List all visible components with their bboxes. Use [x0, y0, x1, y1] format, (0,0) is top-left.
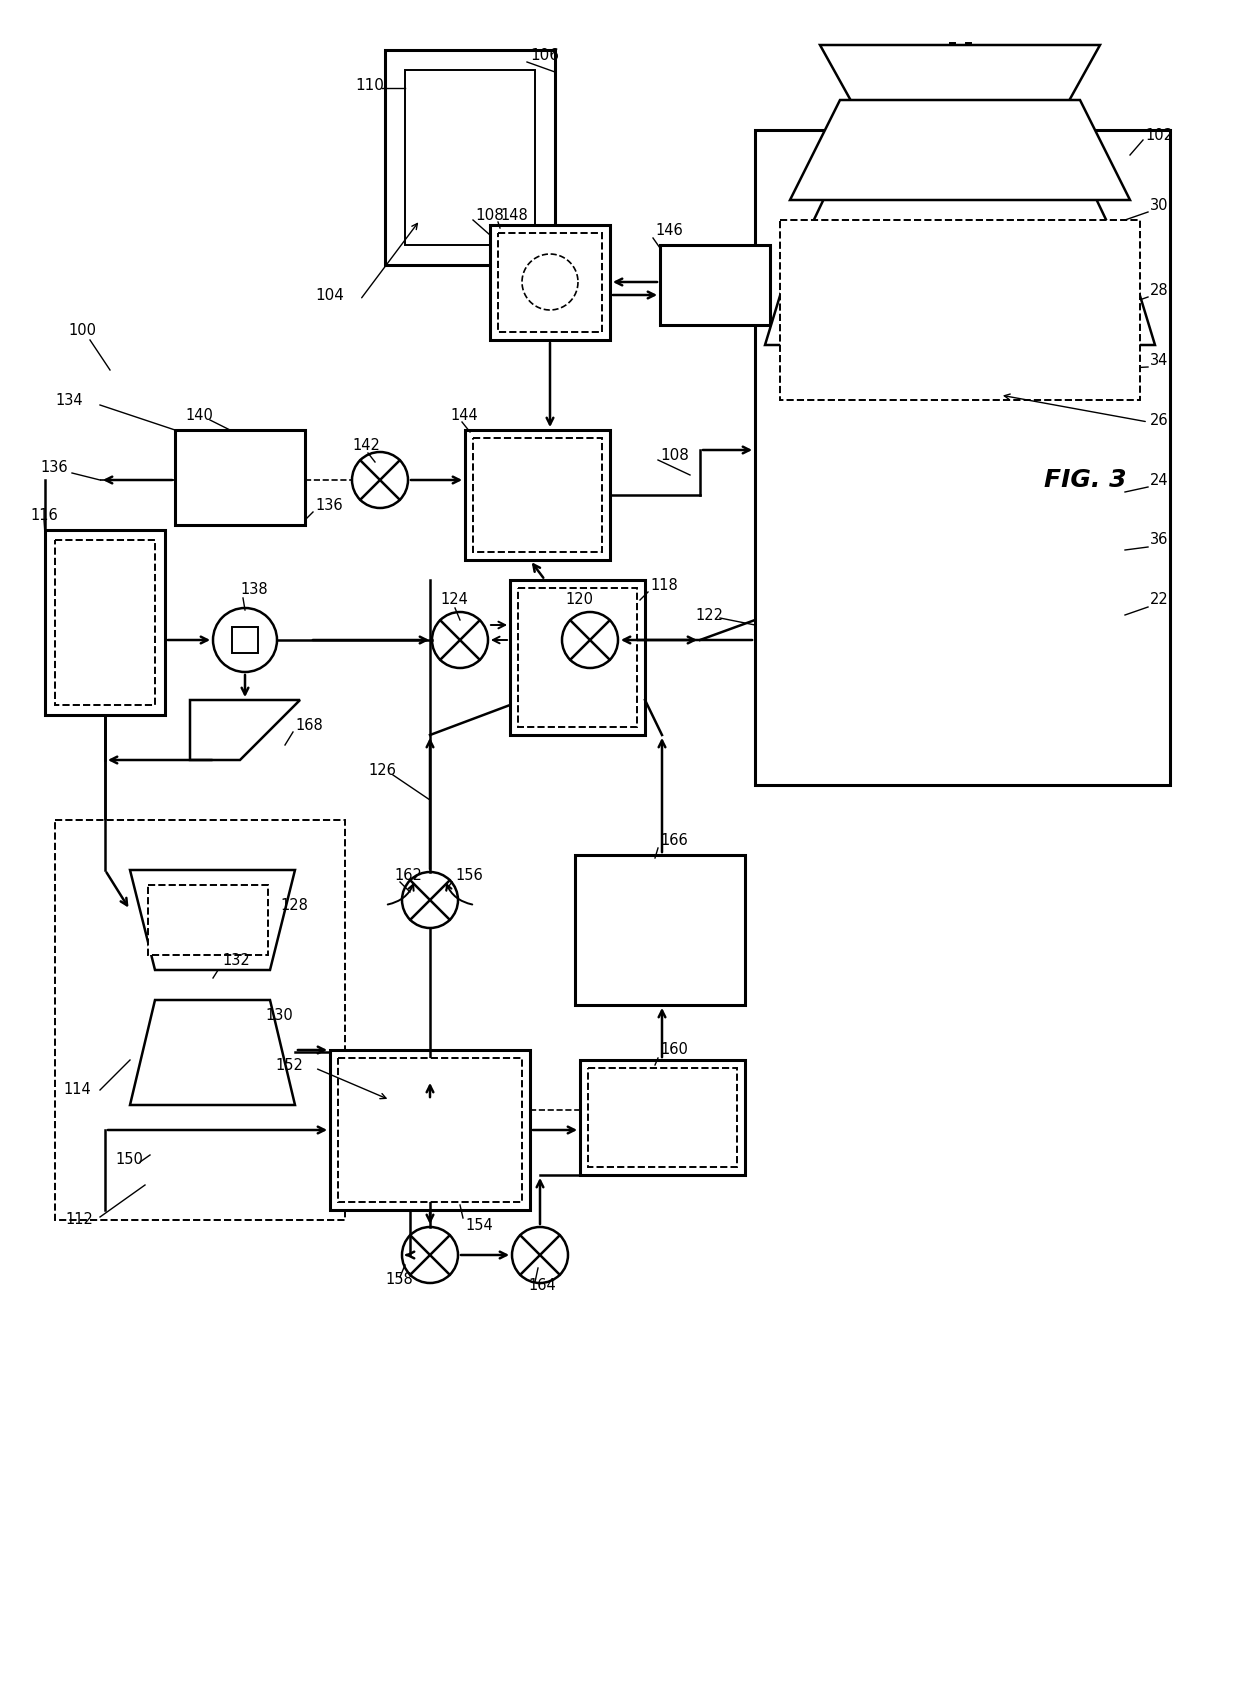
FancyBboxPatch shape [330, 1050, 529, 1211]
Text: 122: 122 [694, 607, 723, 622]
Polygon shape [790, 99, 1130, 201]
FancyBboxPatch shape [55, 819, 345, 1221]
Text: 162: 162 [394, 868, 422, 882]
Polygon shape [820, 46, 1100, 135]
Text: 148: 148 [500, 207, 528, 223]
Text: 30: 30 [1149, 197, 1168, 212]
FancyBboxPatch shape [140, 1140, 290, 1211]
Text: 108: 108 [475, 207, 503, 223]
Text: 164: 164 [528, 1278, 556, 1293]
Text: 166: 166 [660, 833, 688, 848]
FancyBboxPatch shape [175, 430, 305, 524]
Text: 110: 110 [355, 78, 384, 93]
Text: 146: 146 [655, 223, 683, 238]
Text: 116: 116 [30, 507, 58, 523]
Text: 136: 136 [40, 460, 68, 474]
Text: 130: 130 [265, 1008, 293, 1022]
FancyBboxPatch shape [588, 1067, 737, 1167]
Text: 140: 140 [185, 408, 213, 423]
Text: 152: 152 [275, 1057, 303, 1072]
FancyBboxPatch shape [518, 588, 637, 727]
Text: 142: 142 [352, 437, 379, 452]
FancyBboxPatch shape [490, 224, 610, 341]
Text: 28: 28 [1149, 283, 1168, 297]
Text: 126: 126 [368, 762, 396, 777]
Text: 134: 134 [55, 393, 83, 408]
FancyBboxPatch shape [660, 244, 770, 325]
Text: 108: 108 [660, 447, 689, 462]
Polygon shape [190, 700, 300, 760]
Text: 26: 26 [1149, 413, 1168, 428]
Text: 138: 138 [241, 582, 268, 597]
Text: 132: 132 [222, 953, 249, 968]
Text: 168: 168 [295, 718, 322, 732]
Text: 36: 36 [1149, 533, 1168, 548]
FancyBboxPatch shape [339, 1059, 522, 1202]
FancyBboxPatch shape [405, 71, 534, 244]
FancyBboxPatch shape [45, 529, 165, 715]
Text: 136: 136 [315, 497, 342, 513]
FancyBboxPatch shape [472, 438, 601, 551]
Text: 150: 150 [115, 1153, 143, 1167]
FancyBboxPatch shape [510, 580, 645, 735]
Text: 112: 112 [64, 1212, 93, 1227]
Polygon shape [130, 1000, 295, 1104]
Text: 128: 128 [280, 897, 308, 912]
FancyBboxPatch shape [498, 233, 601, 332]
Polygon shape [775, 234, 1145, 341]
FancyBboxPatch shape [232, 627, 258, 652]
FancyBboxPatch shape [780, 219, 1140, 400]
FancyBboxPatch shape [920, 56, 949, 89]
FancyBboxPatch shape [465, 430, 610, 560]
Text: 24: 24 [1149, 472, 1168, 487]
Text: 106: 106 [529, 47, 559, 62]
Text: 34: 34 [1149, 352, 1168, 368]
FancyBboxPatch shape [580, 1060, 745, 1175]
Polygon shape [765, 229, 1154, 346]
Text: 144: 144 [450, 408, 477, 423]
Text: 154: 154 [465, 1217, 492, 1232]
FancyBboxPatch shape [55, 540, 155, 705]
Text: 156: 156 [455, 868, 482, 882]
Text: 160: 160 [660, 1042, 688, 1057]
Text: 124: 124 [440, 592, 467, 607]
Text: 102: 102 [1145, 128, 1173, 143]
FancyBboxPatch shape [148, 885, 268, 954]
Text: FIG. 3: FIG. 3 [1044, 469, 1126, 492]
FancyBboxPatch shape [575, 855, 745, 1005]
Text: 118: 118 [650, 578, 678, 592]
Polygon shape [790, 165, 1130, 270]
Text: 22: 22 [1149, 592, 1169, 607]
Text: 114: 114 [63, 1082, 91, 1098]
Text: 120: 120 [565, 592, 593, 607]
FancyBboxPatch shape [384, 51, 556, 265]
Text: 100: 100 [68, 322, 95, 337]
FancyBboxPatch shape [972, 56, 999, 89]
Text: 104: 104 [315, 288, 343, 302]
Text: 158: 158 [384, 1273, 413, 1288]
Polygon shape [130, 870, 295, 969]
FancyBboxPatch shape [755, 130, 1171, 786]
